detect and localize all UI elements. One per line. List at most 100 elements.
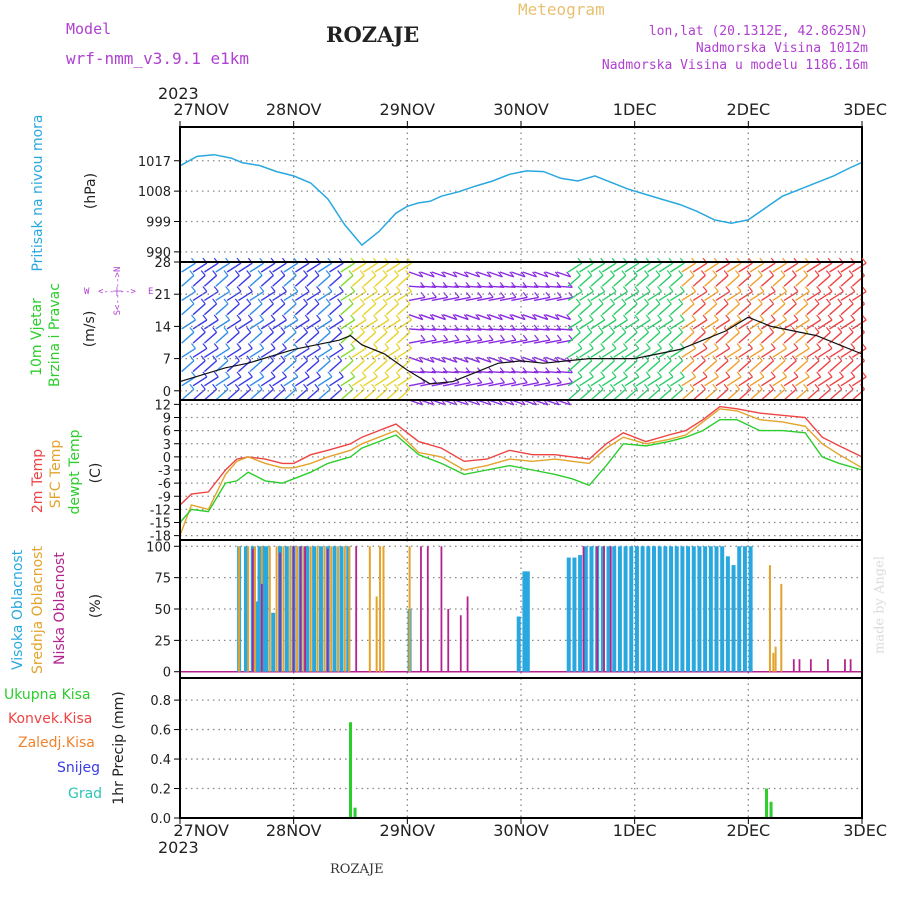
wind-barb-flag — [225, 343, 231, 349]
day-label: 30NOV — [493, 821, 549, 840]
wind-barb — [522, 356, 537, 363]
panel-border — [179, 677, 863, 819]
wind-barb — [795, 376, 810, 387]
wind-barb-flag — [645, 343, 651, 349]
wind-barb-flag — [702, 314, 708, 321]
wind-barb-flag — [791, 298, 797, 305]
wind-barb — [294, 347, 310, 358]
cloud-bar — [271, 612, 276, 672]
wind-barb-flag — [393, 270, 399, 276]
wind-barb — [658, 331, 672, 344]
precip-bar — [349, 722, 352, 818]
wind-barb-flag — [575, 383, 581, 390]
wind-barb — [704, 347, 719, 358]
wind-barb — [829, 388, 843, 401]
wind-barb-flag — [314, 298, 320, 305]
wind-barb-flag — [814, 383, 820, 390]
wind-barb-flag — [407, 314, 412, 321]
wind-barb — [488, 339, 505, 344]
wind-barb — [545, 382, 562, 387]
wind-barb — [283, 262, 299, 273]
wind-barb — [249, 319, 265, 330]
wind-barb — [420, 328, 437, 331]
wind-barb-flag — [223, 383, 229, 390]
wind-barb — [772, 360, 786, 373]
wind-barb-flag — [825, 326, 831, 333]
wind-barb — [647, 262, 662, 273]
wind-barb — [397, 274, 411, 287]
wind-barb-flag — [304, 371, 310, 378]
wind-barb — [692, 331, 706, 344]
wind-barb-flag — [316, 371, 322, 378]
pressure-line — [179, 153, 863, 247]
y-tick-label: -18 — [150, 530, 171, 545]
cloud-bar — [582, 546, 585, 672]
wind-barb — [556, 314, 571, 321]
y-tick-label: 999 — [146, 216, 171, 231]
wind-barb-flag — [337, 298, 343, 305]
wind-barb — [226, 331, 240, 344]
wind-barb — [476, 356, 492, 363]
wind-barb-flag — [803, 270, 809, 276]
wind-barb — [488, 285, 505, 289]
wind-barb-flag — [327, 314, 333, 321]
wind-barb — [340, 376, 356, 387]
wind-barb-flag — [713, 343, 719, 349]
day-label: 2DEC — [726, 100, 771, 119]
wind-barb — [465, 285, 482, 289]
wind-barb — [749, 274, 763, 287]
wind-barb — [806, 347, 822, 358]
wind-barb-flag — [337, 270, 343, 276]
wind-barb-flag — [509, 271, 515, 278]
wind-barb — [260, 319, 276, 330]
wind-barb-flag — [246, 298, 252, 305]
wind-barb — [511, 285, 527, 289]
wind-barb — [817, 290, 833, 302]
wind-barb-flag — [556, 334, 562, 341]
cloud-bar — [572, 557, 577, 672]
wind-barb — [317, 360, 331, 373]
wind-barb — [397, 290, 412, 302]
wind-barb — [340, 303, 354, 316]
wind-barb-flag — [600, 286, 606, 292]
wind-barb — [351, 347, 367, 358]
wind-barb-flag — [598, 383, 604, 390]
wind-barb-flag — [803, 298, 809, 305]
wind-barb-flag — [814, 326, 820, 333]
wind-barb-flag — [723, 355, 729, 362]
wind-barb-flag — [395, 314, 401, 321]
wind-barb-flag — [257, 355, 263, 362]
wind-barb — [624, 319, 640, 330]
wind-barb-flag — [759, 371, 765, 378]
wind-barb — [783, 331, 797, 344]
wind-barb-flag — [757, 355, 763, 362]
wind-compass-ew: <--|--> — [98, 287, 136, 297]
wind-barb-flag — [225, 286, 231, 292]
wind-barb — [806, 388, 820, 401]
wind-barb — [340, 262, 356, 273]
wind-barb-flag — [327, 286, 333, 292]
wind-barb-flag — [816, 371, 822, 378]
wind-barb — [511, 370, 527, 374]
cloud-bar — [774, 646, 777, 672]
wind-barb — [795, 388, 809, 401]
wind-barb-flag — [848, 270, 854, 276]
wind-barb — [749, 360, 763, 373]
wind-barb-flag — [338, 371, 344, 378]
wind-barb — [556, 296, 573, 302]
wind-barb-flag — [532, 314, 537, 320]
wind-barb-flag — [257, 326, 263, 333]
wind-barb — [601, 376, 617, 387]
wind-barb — [408, 328, 425, 331]
wind-barb-flag — [545, 334, 551, 341]
wind-barb-flag — [236, 314, 242, 321]
wind-barb-flag — [314, 270, 320, 276]
wind-barb — [579, 388, 593, 401]
wind-barb-flag — [303, 383, 309, 390]
wind-barb — [203, 331, 218, 344]
wind-barb — [534, 328, 550, 331]
wind-barb — [385, 347, 401, 358]
wind-barb-flag — [361, 286, 367, 292]
wind-barb — [692, 303, 706, 316]
wind-barb-flag — [488, 377, 494, 384]
